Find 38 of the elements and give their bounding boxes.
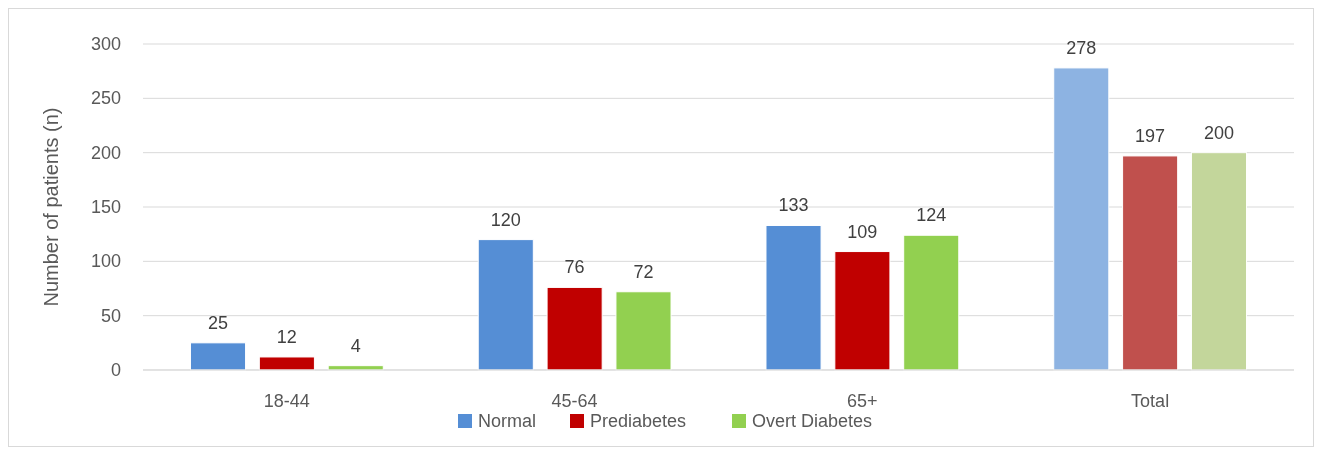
legend-label: Normal	[478, 411, 537, 431]
y-tick-label: 250	[90, 88, 121, 109]
data-label: 76	[564, 257, 585, 278]
data-label: 278	[1066, 37, 1097, 58]
x-tick-label: 18-44	[263, 391, 310, 411]
data-label: 133	[778, 195, 809, 216]
data-label: 200	[1203, 122, 1234, 143]
bar	[546, 286, 603, 371]
data-label: 72	[633, 261, 654, 282]
bar	[765, 224, 822, 371]
data-label: 124	[916, 205, 947, 226]
y-tick-label: 0	[110, 360, 121, 380]
x-tick-label: Total	[1131, 391, 1170, 411]
data-label: 25	[208, 312, 229, 333]
x-tick-label: 45-64	[551, 391, 598, 411]
bar	[903, 234, 960, 371]
data-label: 4	[350, 335, 361, 356]
y-tick-label: 200	[90, 142, 121, 163]
y-tick-label: 150	[90, 197, 121, 217]
bar	[1190, 152, 1248, 371]
bar	[1122, 155, 1179, 371]
bar	[834, 251, 891, 371]
bar	[1053, 67, 1110, 371]
x-tick-label: 65+	[847, 391, 878, 411]
data-label: 197	[1135, 125, 1166, 146]
legend-label: Prediabetes	[590, 411, 687, 431]
y-tick-label: 50	[100, 305, 121, 326]
data-label: 109	[847, 221, 878, 242]
y-tick-label: 100	[90, 251, 121, 272]
bar	[258, 356, 315, 371]
bar	[615, 291, 672, 371]
y-axis-title: Number of patients (n)	[40, 107, 62, 307]
legend-label: Overt Diabetes	[752, 411, 873, 431]
data-label: 12	[276, 326, 297, 347]
data-label: 120	[490, 209, 521, 230]
bar	[477, 239, 534, 371]
bar	[189, 342, 247, 371]
y-tick-label: 300	[90, 34, 121, 54]
